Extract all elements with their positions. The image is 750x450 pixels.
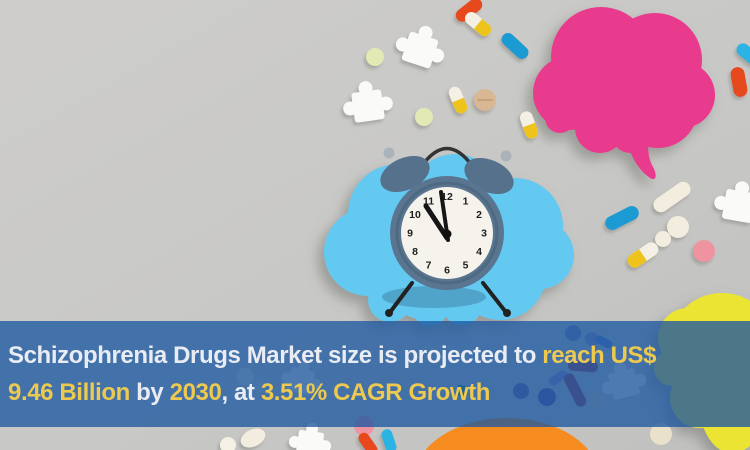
clock-numeral: 6 bbox=[444, 265, 450, 277]
headline: Schizophrenia Drugs Market size is proje… bbox=[0, 321, 750, 427]
pill-round-beige bbox=[650, 423, 672, 445]
pill-capsule-two-tone bbox=[627, 242, 659, 268]
clock-foot bbox=[503, 309, 511, 317]
headline-line2-yellow2: 2030 bbox=[169, 379, 222, 406]
pill-round-white bbox=[220, 437, 236, 450]
clock-leg bbox=[389, 281, 414, 313]
clock-numeral: 10 bbox=[409, 209, 421, 221]
pink-brain-cutout bbox=[533, 7, 715, 180]
pill-round-white bbox=[667, 216, 689, 238]
clock-numeral: 12 bbox=[441, 191, 453, 203]
pill-capsule-two-tone bbox=[464, 12, 492, 36]
pill-capsule-two-tone bbox=[448, 86, 468, 114]
clock-center-pin bbox=[442, 229, 452, 239]
headline-line2-white2: , at bbox=[221, 379, 261, 406]
clock-numeral: 3 bbox=[481, 228, 487, 240]
clock-foot bbox=[385, 309, 393, 317]
pill-round-white bbox=[655, 231, 671, 247]
pill-capsule-two-tone bbox=[519, 111, 539, 139]
clock-numeral: 8 bbox=[412, 246, 418, 258]
clock-bell bbox=[380, 155, 430, 193]
headline-line2-yellow3: 3.51% CAGR Growth bbox=[260, 379, 491, 406]
clock-numeral: 7 bbox=[426, 260, 432, 272]
headline-line1-yellow: reach US$ bbox=[542, 342, 657, 369]
clock-numeral: 4 bbox=[476, 246, 482, 258]
pill-capsule-red bbox=[455, 0, 483, 22]
headline-line2-white1: by bbox=[129, 379, 170, 406]
clock-knob bbox=[383, 147, 395, 159]
puzzle-piece-icon bbox=[391, 18, 452, 72]
pill-capsule-blue bbox=[501, 33, 529, 59]
pill-capsule-cyan bbox=[736, 43, 750, 65]
clock-numeral: 5 bbox=[463, 260, 469, 272]
pill-round bbox=[415, 108, 433, 126]
clock-leg bbox=[481, 281, 507, 313]
clock-numeral: 11 bbox=[423, 196, 434, 208]
pill-capsule-cream bbox=[653, 181, 691, 213]
pill-oval-white bbox=[240, 428, 266, 448]
headline-line2: 9.46 Billion by 2030, at 3.51% CAGR Grow… bbox=[8, 374, 750, 411]
headline-line2-yellow1: 9.46 Billion bbox=[8, 379, 130, 406]
pill-capsule-cyan bbox=[381, 429, 397, 450]
clock-numerals: 12 1 2 3 4 5 6 7 8 9 10 11 bbox=[407, 191, 487, 277]
clock-knob bbox=[500, 150, 512, 162]
banner-overlay bbox=[0, 321, 750, 427]
puzzle-piece-icon bbox=[339, 77, 395, 125]
clock-numeral: 2 bbox=[476, 209, 482, 221]
pill-oblong-orange bbox=[730, 67, 748, 97]
pill-round bbox=[366, 48, 384, 66]
pill-round-beige bbox=[474, 89, 496, 111]
clock-numeral: 1 bbox=[463, 196, 469, 208]
clock-numeral: 9 bbox=[407, 228, 413, 240]
alarm-clock: 12 1 2 3 4 5 6 7 8 9 10 11 bbox=[380, 146, 514, 317]
pill-capsule-blue bbox=[605, 206, 639, 230]
pill-cluster-right bbox=[605, 177, 750, 268]
pill-round-pink bbox=[693, 240, 715, 262]
headline-line1-white: Schizophrenia Drugs Market size is proje… bbox=[8, 342, 543, 369]
pill-cluster-top bbox=[339, 0, 750, 139]
headline-line1: Schizophrenia Drugs Market size is proje… bbox=[8, 337, 750, 374]
puzzle-piece-icon bbox=[711, 177, 750, 226]
